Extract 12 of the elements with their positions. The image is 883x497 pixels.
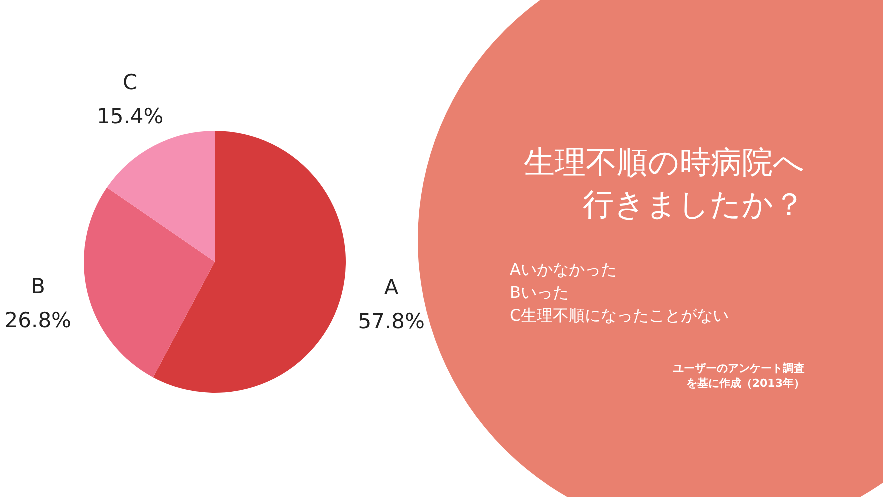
data-label: 15.4% xyxy=(96,104,164,128)
text: 生理不順の時病院へ行きましたか？ xyxy=(523,144,805,225)
slice-label: C xyxy=(123,70,138,94)
slice-label: B xyxy=(30,274,46,298)
text: C生理不順になったことがない xyxy=(510,305,730,327)
text: Aいかなかった xyxy=(510,259,618,281)
data-label: 57.8% xyxy=(358,310,425,334)
slice-label: A xyxy=(384,276,400,300)
text: Bいった xyxy=(510,282,570,304)
text: ユーザーのアンケート調査 xyxy=(673,361,805,376)
text: を基に作成（2013年） xyxy=(685,376,805,391)
data-label: 26.8% xyxy=(4,308,72,332)
